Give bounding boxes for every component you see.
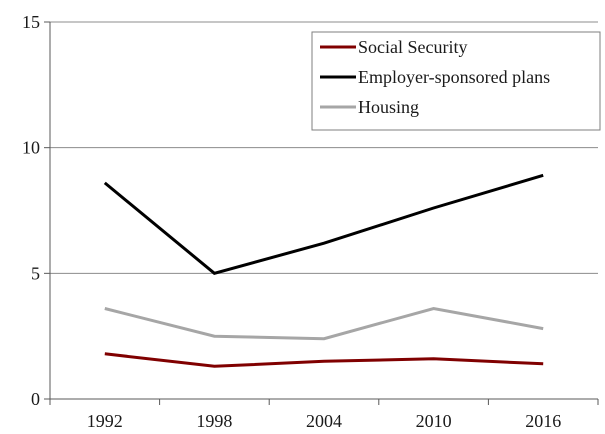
- legend-label-social-security: Social Security: [358, 37, 467, 57]
- legend-label-housing: Housing: [358, 97, 419, 117]
- series-line-employer-sponsored-plans: [103, 173, 544, 275]
- legend-box: [311, 31, 601, 131]
- series-line-housing: [104, 306, 544, 341]
- y-tick-label: 15: [22, 12, 40, 32]
- x-tick-label: 2016: [525, 411, 561, 431]
- legend: Social Security Employer-sponsored plans H…: [311, 31, 601, 131]
- y-tick-labels: 0 5 10 15: [22, 12, 40, 409]
- x-tick-label: 1998: [196, 411, 232, 431]
- axes: [44, 21, 599, 405]
- x-tick-label: 2004: [306, 411, 342, 431]
- legend-label-employer-sponsored-plans: Employer-sponsored plans: [358, 67, 550, 87]
- series-line-social-security: [104, 352, 544, 368]
- gridlines: [50, 21, 598, 274]
- x-tick-labels: 1992 1998 2004 2010 2016: [87, 411, 561, 431]
- x-tick-label: 1992: [87, 411, 123, 431]
- y-tick-label: 0: [31, 389, 40, 409]
- y-tick-label: 10: [22, 138, 40, 158]
- y-tick-label: 5: [31, 263, 40, 283]
- series-lines: [103, 173, 544, 368]
- x-tick-label: 2010: [416, 411, 452, 431]
